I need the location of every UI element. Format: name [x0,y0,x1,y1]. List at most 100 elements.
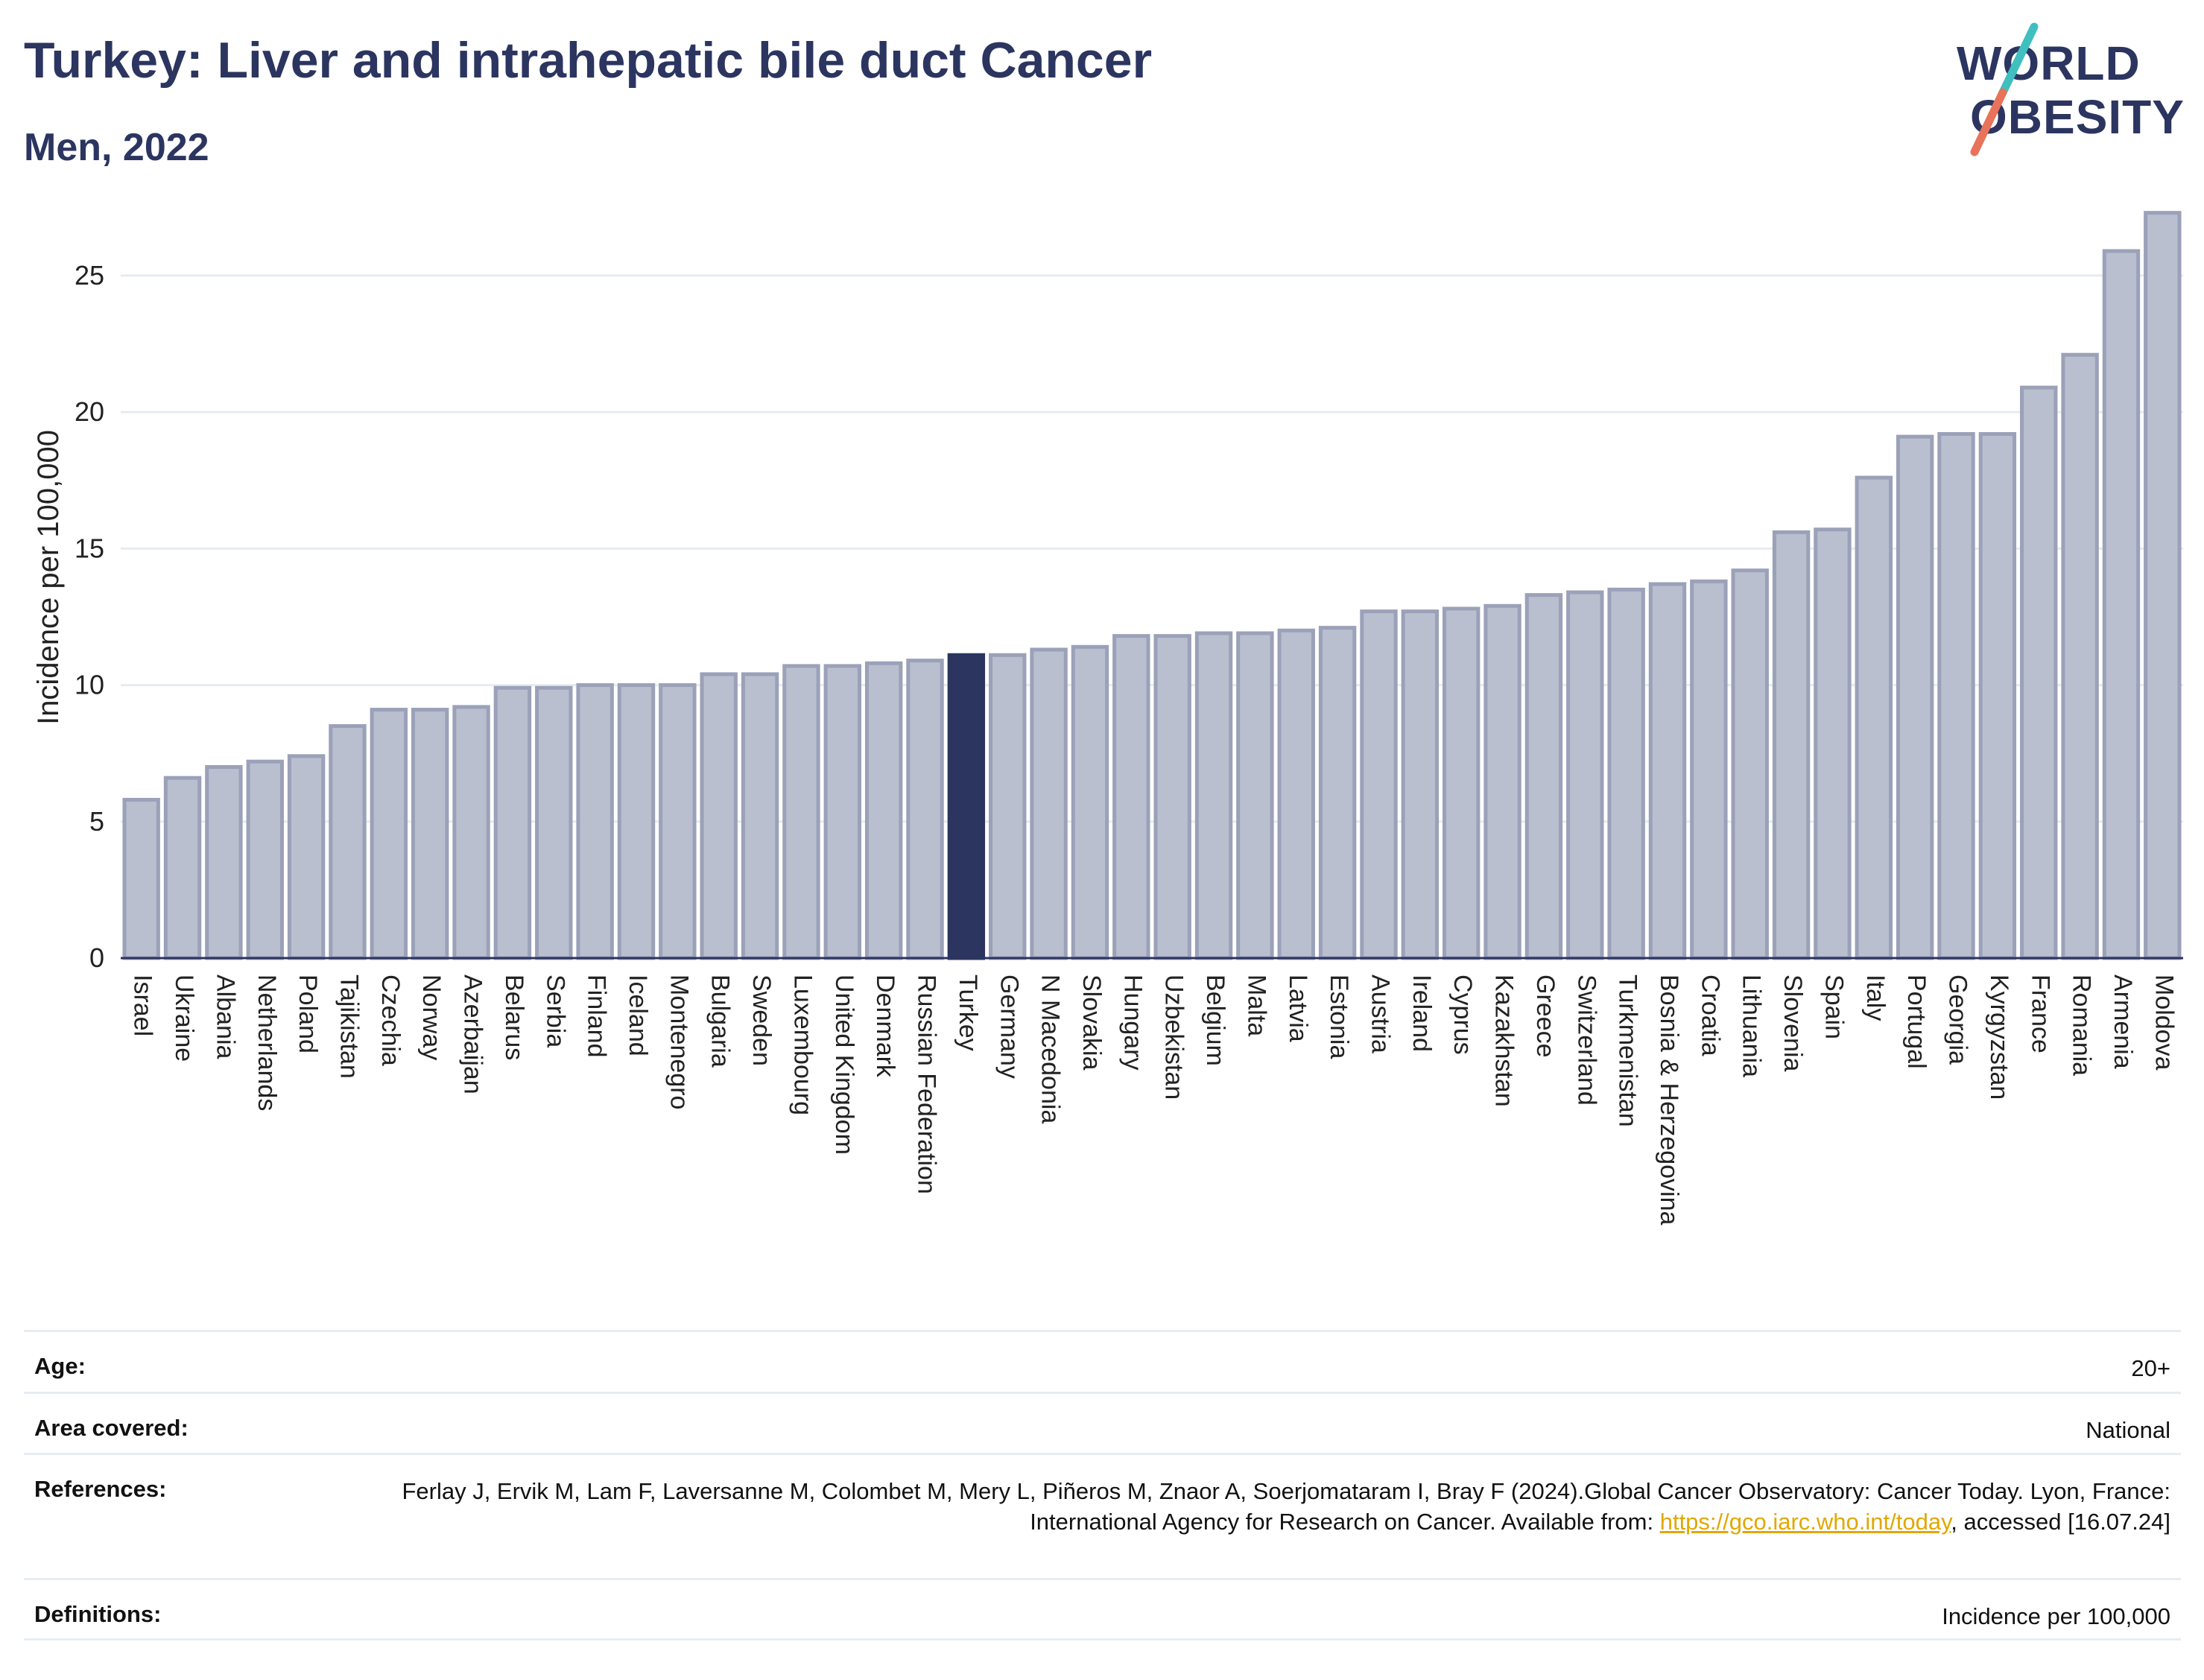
info-row-area: Area covered: National [24,1392,2181,1453]
x-tick-label: Cyprus [1448,974,1477,1055]
x-tick-label: Croatia [1696,974,1724,1056]
area-value: National [2086,1417,2170,1443]
bar-united-kingdom [823,664,861,960]
y-tick-label: 20 [75,396,104,427]
x-tick-label: Moldova [2150,974,2178,1071]
bar-iceland [617,683,656,960]
bar-moldova [2144,211,2182,960]
x-tick-label: Norway [417,974,446,1060]
info-table: Age: 20+ Area covered: National Referenc… [24,1330,2181,1641]
bar-austria [1360,609,1398,960]
x-tick-label: Serbia [541,974,569,1047]
bar-azerbaijan [452,705,490,960]
x-tick-label: Ireland [1407,974,1436,1052]
bar-belarus [493,685,532,960]
x-tick-label: Israel [129,974,157,1036]
y-tick-label: 25 [75,260,104,291]
bar-belgium [1194,631,1233,960]
bar-russian-federation [906,659,944,960]
x-tick-label: Azerbaijan [459,974,487,1094]
bar-montenegro [659,683,697,960]
x-tick-label: Sweden [747,974,776,1066]
bar-kyrgyzstan [1978,431,2017,960]
x-tick-label: Czechia [376,974,405,1066]
x-tick-label: Tajikistan [335,974,363,1079]
x-tick-label: Denmark [871,974,899,1078]
bar-albania [205,765,243,960]
x-tick-label: Turkey [954,974,982,1051]
x-tick-label: Netherlands [253,974,281,1111]
x-tick-label: Kyrgyzstan [1985,974,2013,1100]
bar-tajikistan [329,724,367,960]
bar-slovakia [1071,644,1109,960]
bar-lithuania [1731,568,1769,960]
bar-bulgaria [700,672,738,960]
references-value: Ferlay J, Ervik M, Lam F, Laversanne M, … [382,1455,2170,1537]
bar-portugal [1896,434,1934,960]
definitions-value: Incidence per 100,000 [1942,1603,2170,1629]
bar-n-macedonia [1030,647,1068,960]
bar-sweden [741,672,779,960]
bars [122,211,2182,960]
x-tick-label: Portugal [1902,974,1931,1069]
chart-subtitle: Men, 2022 [24,126,209,169]
x-tick-label: Germany [995,974,1023,1079]
world-obesity-logo: WORLD OBESITY [1937,21,2191,162]
x-tick-label: Luxembourg [788,974,817,1115]
bar-spain [1814,527,1852,960]
x-axis-ticks: Israel Ukraine Albania Netherlands Poland Taj… [129,974,2179,1226]
bar-turkmenistan [1607,587,1645,960]
x-tick-label: N Macedonia [1036,974,1065,1123]
y-tick-label: 10 [75,670,104,700]
x-tick-label: Armenia [2109,974,2137,1069]
x-tick-label: Estonia [1325,974,1353,1059]
bar-kazakhstan [1483,603,1521,960]
x-tick-label: Belarus [500,974,528,1060]
x-tick-label: Hungary [1118,974,1147,1071]
x-tick-label: Spain [1820,974,1848,1039]
references-link[interactable]: https://gco.iarc.who.int/today [1659,1509,1951,1535]
bar-denmark [864,661,903,960]
bar-slovenia [1772,530,1811,960]
definitions-key: Definitions: [34,1601,162,1627]
bar-poland [287,754,326,960]
bar-malta [1236,631,1274,960]
x-tick-label: Lithuania [1738,974,1766,1077]
x-tick-label: France [2026,974,2054,1053]
bar-cyprus [1443,606,1481,960]
logo-line-1: WORLD [1957,37,2141,90]
bar-hungary [1112,634,1150,960]
x-tick-label: Kazakhstan [1490,974,1519,1107]
x-tick-label: Poland [294,974,322,1053]
bar-uzbekistan [1153,634,1191,960]
bar-turkey [947,653,986,960]
info-row-definitions: Definitions: Incidence per 100,000 [24,1578,2181,1641]
bar-estonia [1318,626,1357,960]
x-tick-label: Turkmenistan [1614,974,1642,1127]
age-key: Age: [34,1353,86,1379]
y-tick-label: 0 [89,942,104,973]
bar-georgia [1937,431,1975,960]
x-tick-label: Georgia [1944,974,1972,1065]
bar-germany [989,653,1027,960]
bar-bosnia-herzegovina [1648,582,1687,960]
x-tick-label: Italy [1861,974,1890,1021]
y-axis-label: Incidence per 100,000 [32,430,65,725]
references-accessed: , accessed [16.07.24] [1951,1509,2170,1535]
age-value: 20+ [2131,1355,2170,1381]
bar-israel [122,797,160,960]
x-tick-label: Belgium [1201,974,1229,1066]
bar-ukraine [163,776,202,960]
x-tick-label: Montenegro [665,974,693,1109]
x-tick-label: Uzbekistan [1160,974,1188,1100]
x-tick-label: Switzerland [1572,974,1600,1106]
y-tick-label: 5 [89,806,104,837]
info-row-age: Age: 20+ [24,1330,2181,1392]
bar-croatia [1690,579,1728,960]
x-tick-label: Greece [1531,974,1559,1058]
x-tick-label: Slovakia [1077,974,1106,1071]
bar-netherlands [246,759,284,960]
bar-finland [576,683,614,960]
bar-latvia [1277,628,1315,960]
logo-slash-icon [1970,22,2039,156]
